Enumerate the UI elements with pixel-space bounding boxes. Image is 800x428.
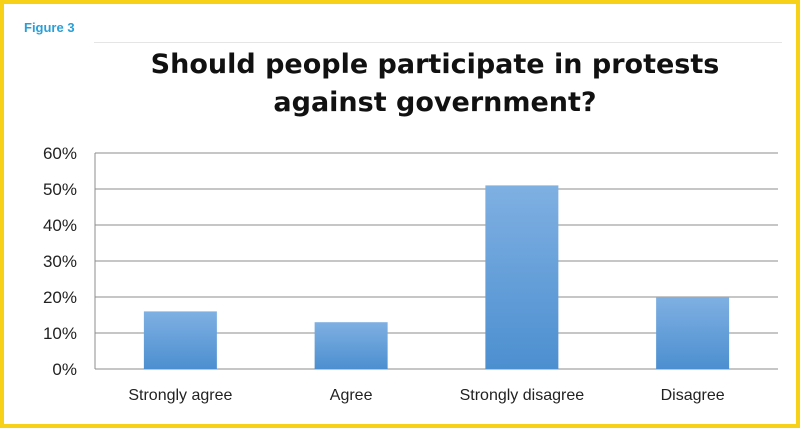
x-category-label: Strongly agree (128, 387, 232, 404)
bar-strongly-disagree (485, 185, 559, 369)
x-axis-category-labels: Strongly agree Agree Strongly disagree Disa… (128, 387, 724, 404)
y-tick-label: 10% (43, 324, 77, 343)
y-tick-label: 0% (52, 360, 77, 379)
x-category-label: Strongly disagree (460, 387, 585, 404)
y-tick-label: 60% (43, 144, 77, 163)
bar-strongly-agree (143, 311, 217, 369)
y-tick-label: 50% (43, 180, 77, 199)
y-tick-label: 20% (43, 288, 77, 307)
figure-divider (94, 42, 782, 43)
chart-title: Should people participate in protests ag… (90, 46, 780, 122)
x-category-label: Agree (330, 387, 373, 404)
x-category-label: Disagree (661, 387, 725, 404)
bar-agree (314, 322, 388, 369)
chart-title-line-1: Should people participate in protests (150, 49, 720, 80)
y-tick-label: 30% (43, 252, 77, 271)
figure-label: Figure 3 (24, 20, 75, 35)
chart-title-line-2: against government? (273, 87, 597, 118)
y-tick-label: 40% (43, 216, 77, 235)
y-axis-tick-labels: 0% 10% 20% 30% 40% 50% 60% (43, 144, 77, 379)
bars (143, 185, 730, 369)
bar-disagree (656, 297, 730, 369)
